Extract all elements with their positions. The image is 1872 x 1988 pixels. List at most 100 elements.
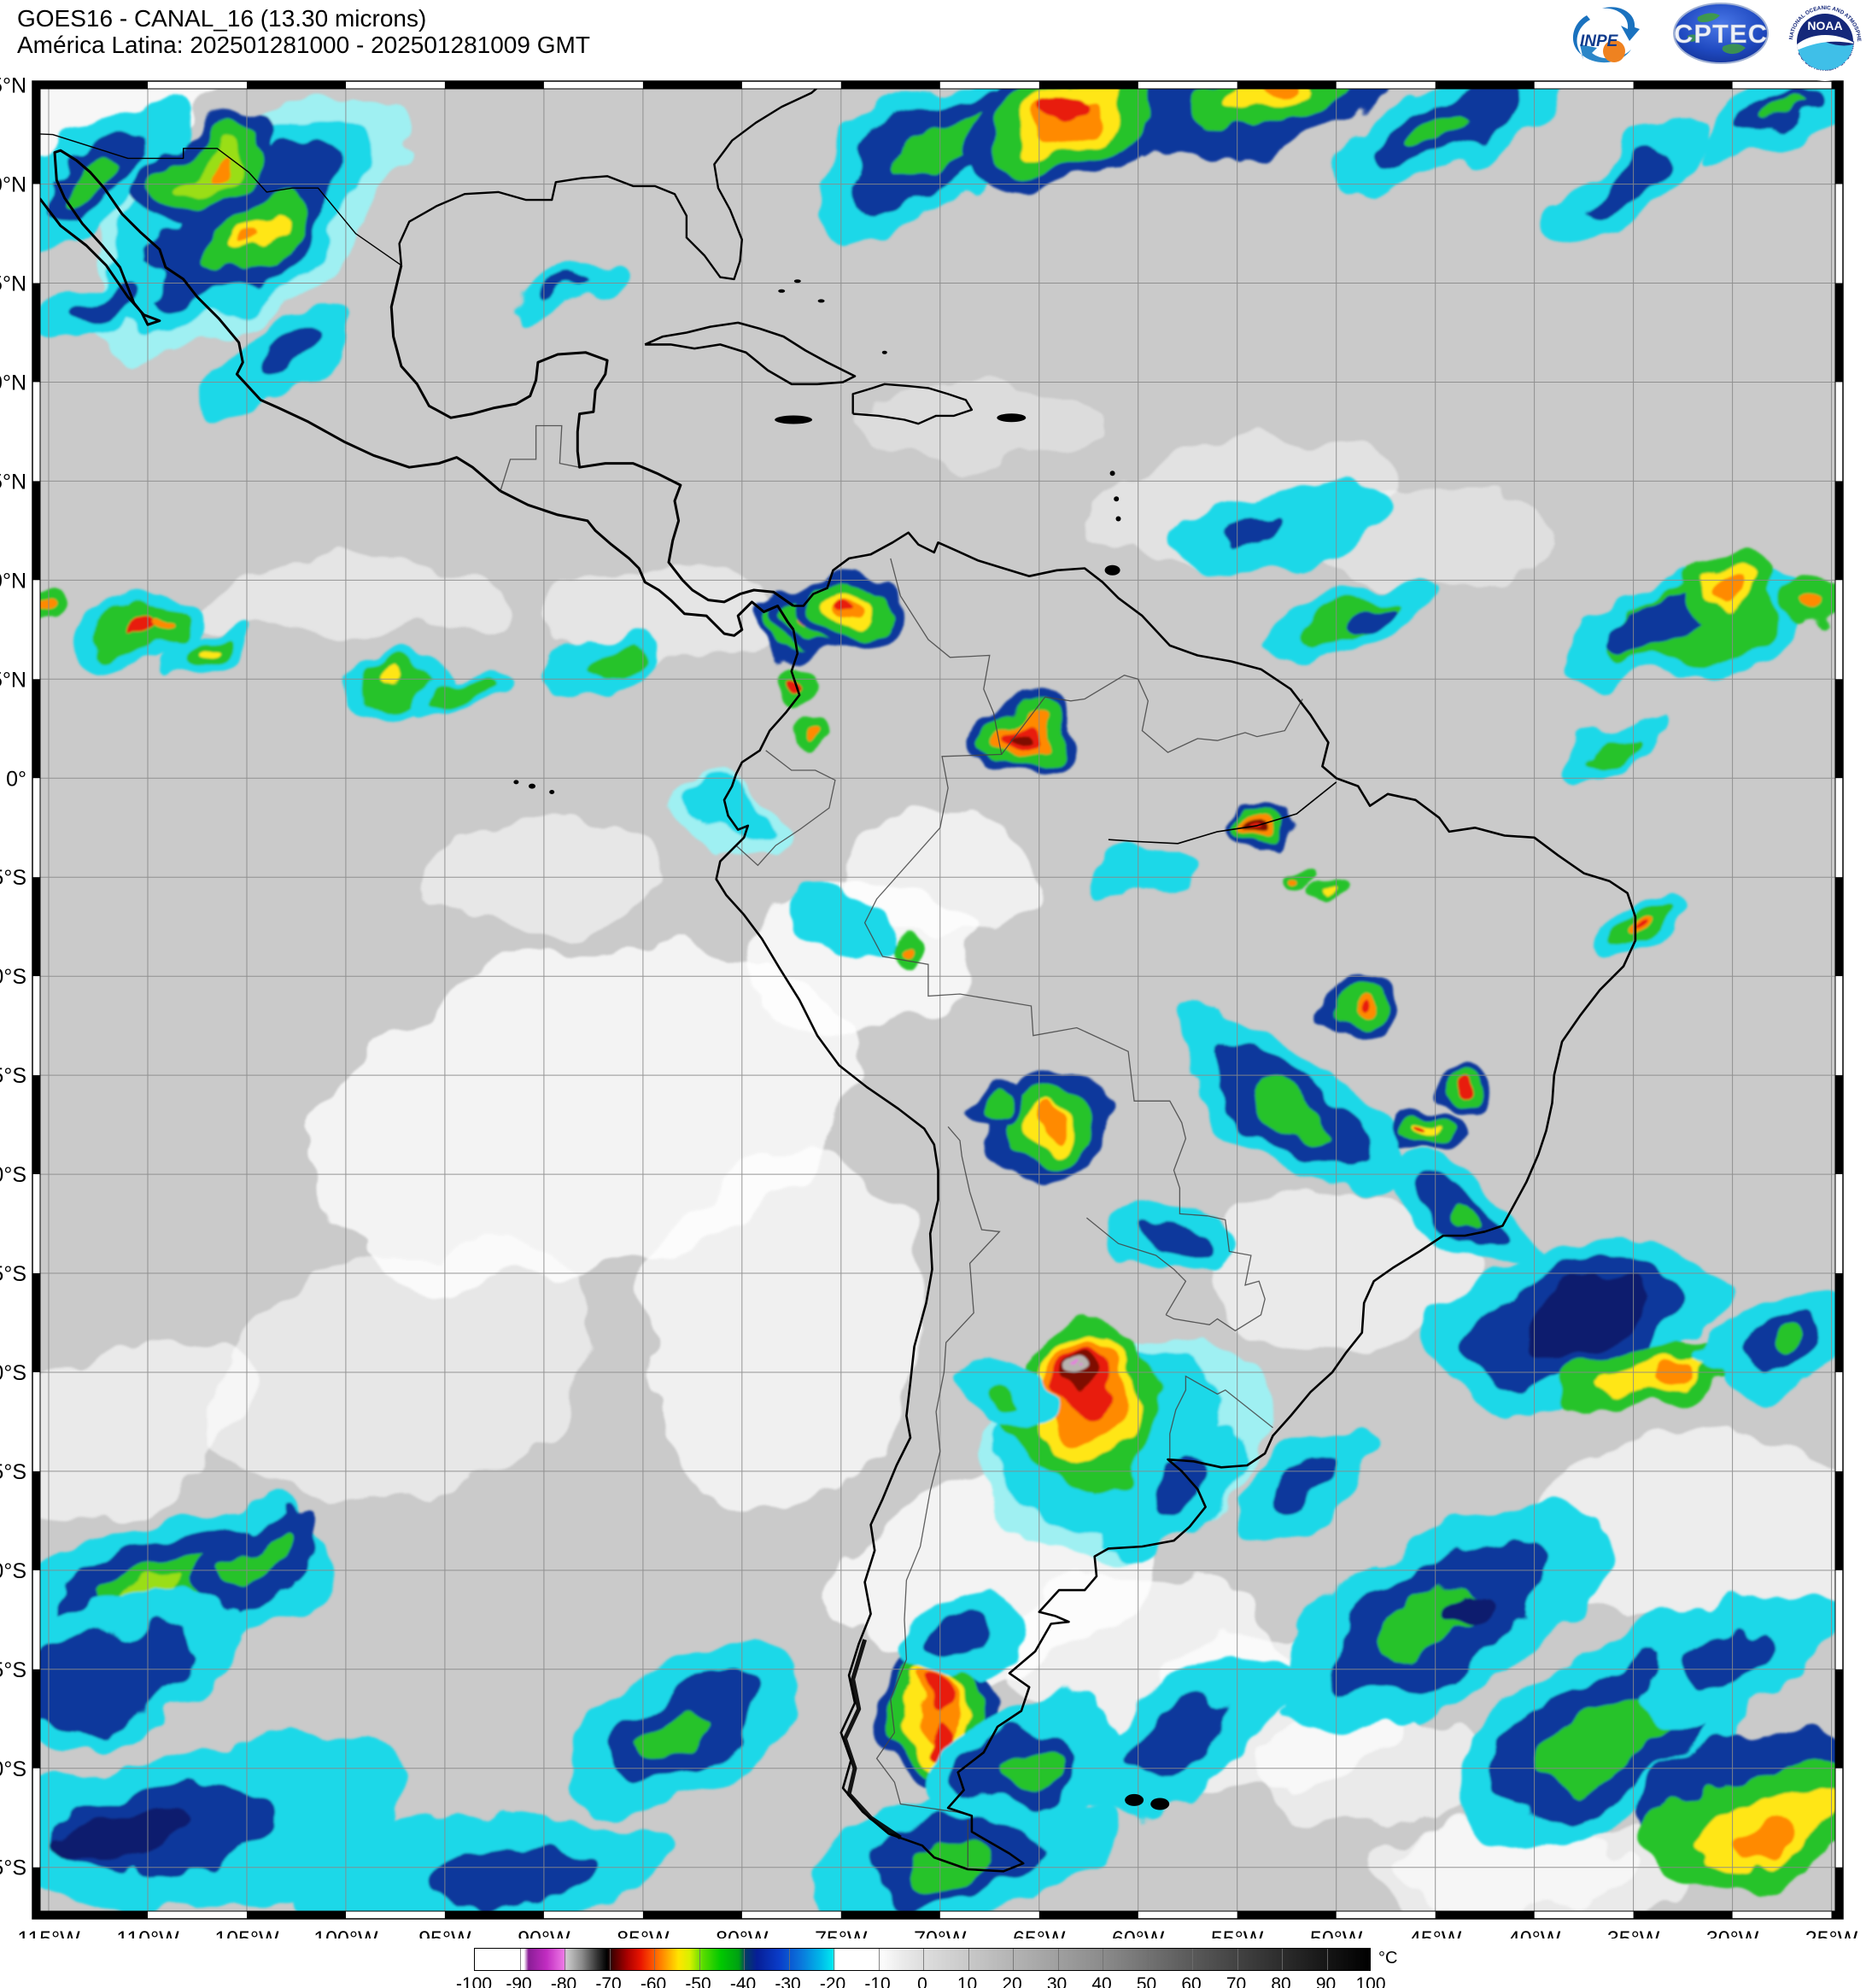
lon-label: 65°W	[1013, 1927, 1066, 1938]
lon-label: 80°W	[716, 1927, 769, 1938]
lon-label: 25°W	[1805, 1927, 1858, 1938]
mexico-jet-band-west	[32, 101, 183, 248]
itcz-pacific-2	[157, 625, 257, 681]
lon-label: 40°W	[1508, 1927, 1561, 1938]
colorbar-tick-label: 60	[1181, 1974, 1202, 1988]
page-subtitle: América Latina: 202501281000 - 202501281…	[17, 32, 590, 58]
lat-label: 30°S	[0, 1361, 26, 1385]
brazil-interior-1	[1318, 978, 1399, 1038]
colorbar-tick-label: -50	[685, 1974, 711, 1988]
colorbar-tick	[609, 1949, 611, 1970]
colorbar-tick-label: -90	[506, 1974, 532, 1988]
cptec-logo: CPTEC	[1673, 3, 1769, 64]
colorbar-tick	[1147, 1949, 1149, 1970]
colorbar-tick	[519, 1949, 521, 1970]
atlantic-trade-speckle	[1168, 492, 1385, 570]
drake-band	[1071, 1658, 1285, 1819]
lat-label: 5°S	[0, 866, 26, 890]
atlantic-eq-streak	[1566, 718, 1661, 791]
seatlantic-east	[1701, 1286, 1843, 1399]
lon-label: 70°W	[914, 1927, 967, 1938]
andes-cyan-specks	[952, 1363, 1055, 1429]
noaa-bird-icon	[1797, 35, 1853, 51]
latitude-labels: 35°N 30°N 25°N 20°N 15°N 10°N 5°N 0° 5°S 10°S 15°S…	[0, 74, 26, 1880]
colorbar-tick-label: 50	[1136, 1974, 1157, 1988]
colombia-cell-east	[795, 564, 907, 648]
putumayo-cell	[784, 713, 822, 744]
map-plot	[32, 81, 1843, 1919]
country-borders	[500, 424, 1303, 1868]
colorbar-tick-label: 0	[917, 1974, 927, 1988]
sacz-band-se	[1393, 1156, 1537, 1271]
itcz-pacific-5	[545, 638, 662, 697]
cptec-logo-text: CPTEC	[1674, 19, 1768, 49]
colorbar-tick	[699, 1949, 700, 1970]
lon-label: 110°W	[116, 1927, 179, 1938]
atlantic-itcz-core	[1676, 558, 1776, 625]
lon-label: 35°W	[1607, 1927, 1660, 1938]
lat-label: 10°S	[0, 965, 26, 989]
colorbar-tick-label: -40	[729, 1974, 757, 1988]
colorbar-tick	[654, 1949, 655, 1970]
colorbar-tick-label: 40	[1091, 1974, 1112, 1988]
colorbar-tick	[1326, 1949, 1328, 1970]
lat-label: 10°N	[0, 569, 26, 593]
paraguay-speckle	[1102, 1207, 1234, 1281]
amazon-small-1	[1290, 863, 1328, 887]
cauca-valley-cell	[781, 667, 826, 704]
lon-label: 55°W	[1211, 1927, 1264, 1938]
page-title: GOES16 - CANAL_16 (13.30 microns)	[17, 5, 427, 32]
guiana-coastal-band	[1265, 584, 1427, 659]
lat-label: 20°N	[0, 371, 26, 395]
patagonia-north-cyan	[892, 1593, 1028, 1679]
lon-label: 115°W	[17, 1927, 80, 1938]
noaa-logo-text: NOAA	[1807, 19, 1842, 32]
lat-label: 35°S	[0, 1460, 26, 1484]
mexico-south-wisps	[208, 308, 345, 417]
colorbar-tick	[1192, 1949, 1193, 1970]
seatlantic-green-band	[1559, 1343, 1748, 1409]
noaa-logo: NATIONAL OCEANIC AND ATMOSPHERIC ADMINIS…	[1785, 2, 1864, 81]
colorbar-tick-label: -80	[550, 1974, 577, 1988]
recife-coastal-cell	[1595, 898, 1683, 959]
lon-label: 90°W	[518, 1927, 570, 1938]
lat-label: 5°N	[0, 668, 26, 692]
colorbar-tick-label: 20	[1002, 1974, 1022, 1988]
colorbar-tick	[923, 1949, 924, 1970]
lon-label: 50°W	[1310, 1927, 1363, 1938]
colorbar-tick-label: -20	[819, 1974, 846, 1988]
gulf-of-mexico-wisp	[507, 265, 620, 321]
lat-label: 15°N	[0, 470, 26, 494]
lon-label: 30°W	[1706, 1927, 1759, 1938]
lat-label: 20°S	[0, 1163, 26, 1187]
inpe-orange-dot	[1603, 40, 1625, 62]
header: GOES16 - CANAL_16 (13.30 microns) Améric…	[17, 5, 590, 58]
lat-label: 50°S	[0, 1757, 26, 1781]
southern-green-sliver	[187, 1511, 326, 1610]
southern-bottom-mid	[296, 1812, 673, 1919]
chile-fjords	[842, 1639, 902, 1839]
lon-label: 45°W	[1409, 1927, 1462, 1938]
lat-label: 40°S	[0, 1559, 26, 1583]
colorbar-tick-label: -30	[775, 1974, 801, 1988]
map-frame	[32, 80, 1844, 1920]
colorbar-tick	[968, 1949, 969, 1970]
colorbar-tick-label: 10	[956, 1974, 978, 1988]
colorbar-tick	[788, 1949, 790, 1970]
argentina-storm	[1013, 1317, 1161, 1488]
lat-label: 0°	[6, 767, 26, 791]
colorbar-tick-label: 70	[1226, 1974, 1247, 1988]
temperature-colorbar	[474, 1948, 1371, 1971]
amazon-ring-cell	[1235, 802, 1295, 850]
falkland-east	[1150, 1798, 1170, 1810]
southeast-system	[1639, 1728, 1843, 1890]
colorbar-tick	[878, 1949, 880, 1970]
lon-label: 105°W	[214, 1927, 279, 1938]
colorbar-tick-label: 30	[1046, 1974, 1068, 1988]
colorbar-section: -100 -90 -80 -70 -60 -50 -40 -30 -20 -10 0 10 20 30 40…	[0, 1938, 1872, 1988]
colorbar-tick-label: -60	[640, 1974, 667, 1988]
falkland-west	[1125, 1793, 1144, 1806]
colorbar-tick-label: 100	[1355, 1974, 1386, 1988]
coastlines	[32, 81, 1637, 1873]
